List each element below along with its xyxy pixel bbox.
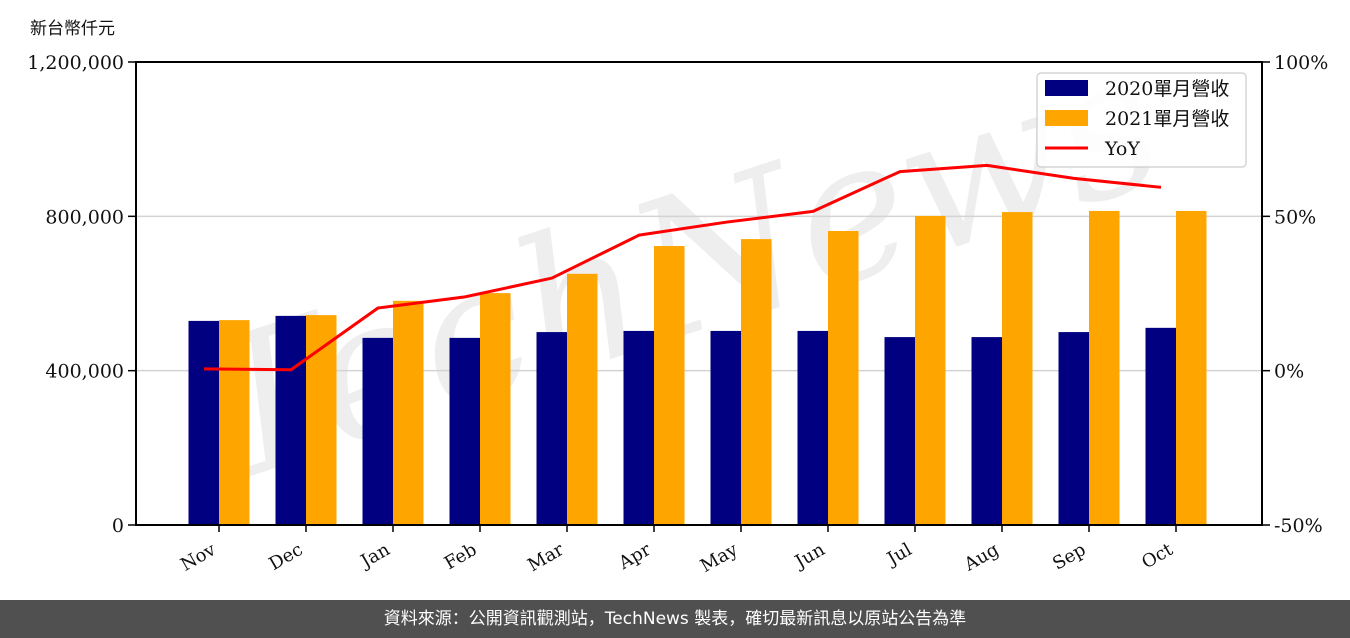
legend-swatch — [1045, 80, 1088, 96]
bar-2020-oct — [1145, 327, 1176, 525]
x-tick-label: Aug — [960, 539, 1003, 576]
y-tick-label: 800,000 — [45, 206, 124, 228]
bar-2021-apr — [654, 246, 685, 526]
bar-2021-aug — [1002, 212, 1033, 525]
plot-frame — [135, 61, 1263, 526]
y-axis-unit-label: 新台幣仟元 — [30, 19, 115, 39]
bar-2020-dec — [275, 315, 306, 525]
y-tick-label: 400,000 — [45, 361, 124, 383]
x-tick-label: Dec — [266, 539, 307, 575]
source-footer: 資料來源：公開資訊觀測站，TechNews 製表，確切最新訊息以原站公告為準 — [0, 600, 1350, 638]
x-tick-label: Jun — [790, 539, 829, 574]
y2-tick-label: 100% — [1274, 52, 1328, 74]
bar-2020-aug — [971, 337, 1002, 525]
bar-2020-jun — [797, 330, 828, 525]
y-tick-label: 0 — [112, 515, 124, 537]
x-tick-label: Oct — [1138, 539, 1177, 574]
bar-2021-oct — [1176, 210, 1207, 525]
revenue-chart: TechNews 0400,000800,0001,200,000-50%0%5… — [27, 9, 1328, 577]
y-tick-label: 1,200,000 — [27, 52, 124, 74]
x-tick-label: Jan — [356, 539, 394, 573]
y2-tick-label: 50% — [1274, 206, 1316, 228]
x-tick-label: Sep — [1049, 539, 1089, 574]
legend-swatch — [1045, 110, 1088, 126]
bar-2020-jan — [362, 337, 393, 525]
yoy-line — [203, 163, 1162, 372]
x-tick-label: Jul — [882, 539, 916, 571]
yoy-polyline — [203, 163, 1162, 372]
bar-2020-nov — [188, 320, 219, 525]
bars — [188, 210, 1207, 526]
x-tick-label: May — [697, 539, 742, 577]
bar-2020-sep — [1058, 332, 1089, 525]
bar-2021-nov — [219, 320, 250, 525]
bar-2021-jul — [915, 215, 946, 525]
y2-tick-label: 0% — [1274, 361, 1304, 383]
legend-label: 2020單月營收 — [1105, 78, 1229, 100]
x-tick-label: Mar — [524, 539, 568, 576]
x-tick-label: Nov — [177, 539, 220, 576]
bar-2020-apr — [623, 330, 654, 525]
bar-2021-jan — [393, 300, 424, 525]
bar-2021-mar — [567, 273, 598, 525]
x-tick-label: Feb — [441, 539, 481, 574]
bar-2020-jul — [884, 337, 915, 525]
x-tick-label: Apr — [614, 539, 654, 574]
legend-label: 2021單月營收 — [1105, 108, 1229, 130]
y2-tick-label: -50% — [1274, 515, 1323, 537]
bar-2020-feb — [449, 337, 480, 525]
bar-2020-mar — [536, 332, 567, 525]
legend-label: YoY — [1104, 138, 1140, 160]
bar-2021-may — [741, 239, 772, 525]
legend: 2020單月營收 2021單月營收 YoY — [1036, 72, 1247, 168]
legend-box — [1036, 72, 1247, 168]
bar-2021-jun — [828, 230, 859, 525]
bar-2021-feb — [480, 293, 511, 525]
bar-2021-sep — [1089, 210, 1120, 525]
bar-2020-may — [710, 330, 741, 525]
